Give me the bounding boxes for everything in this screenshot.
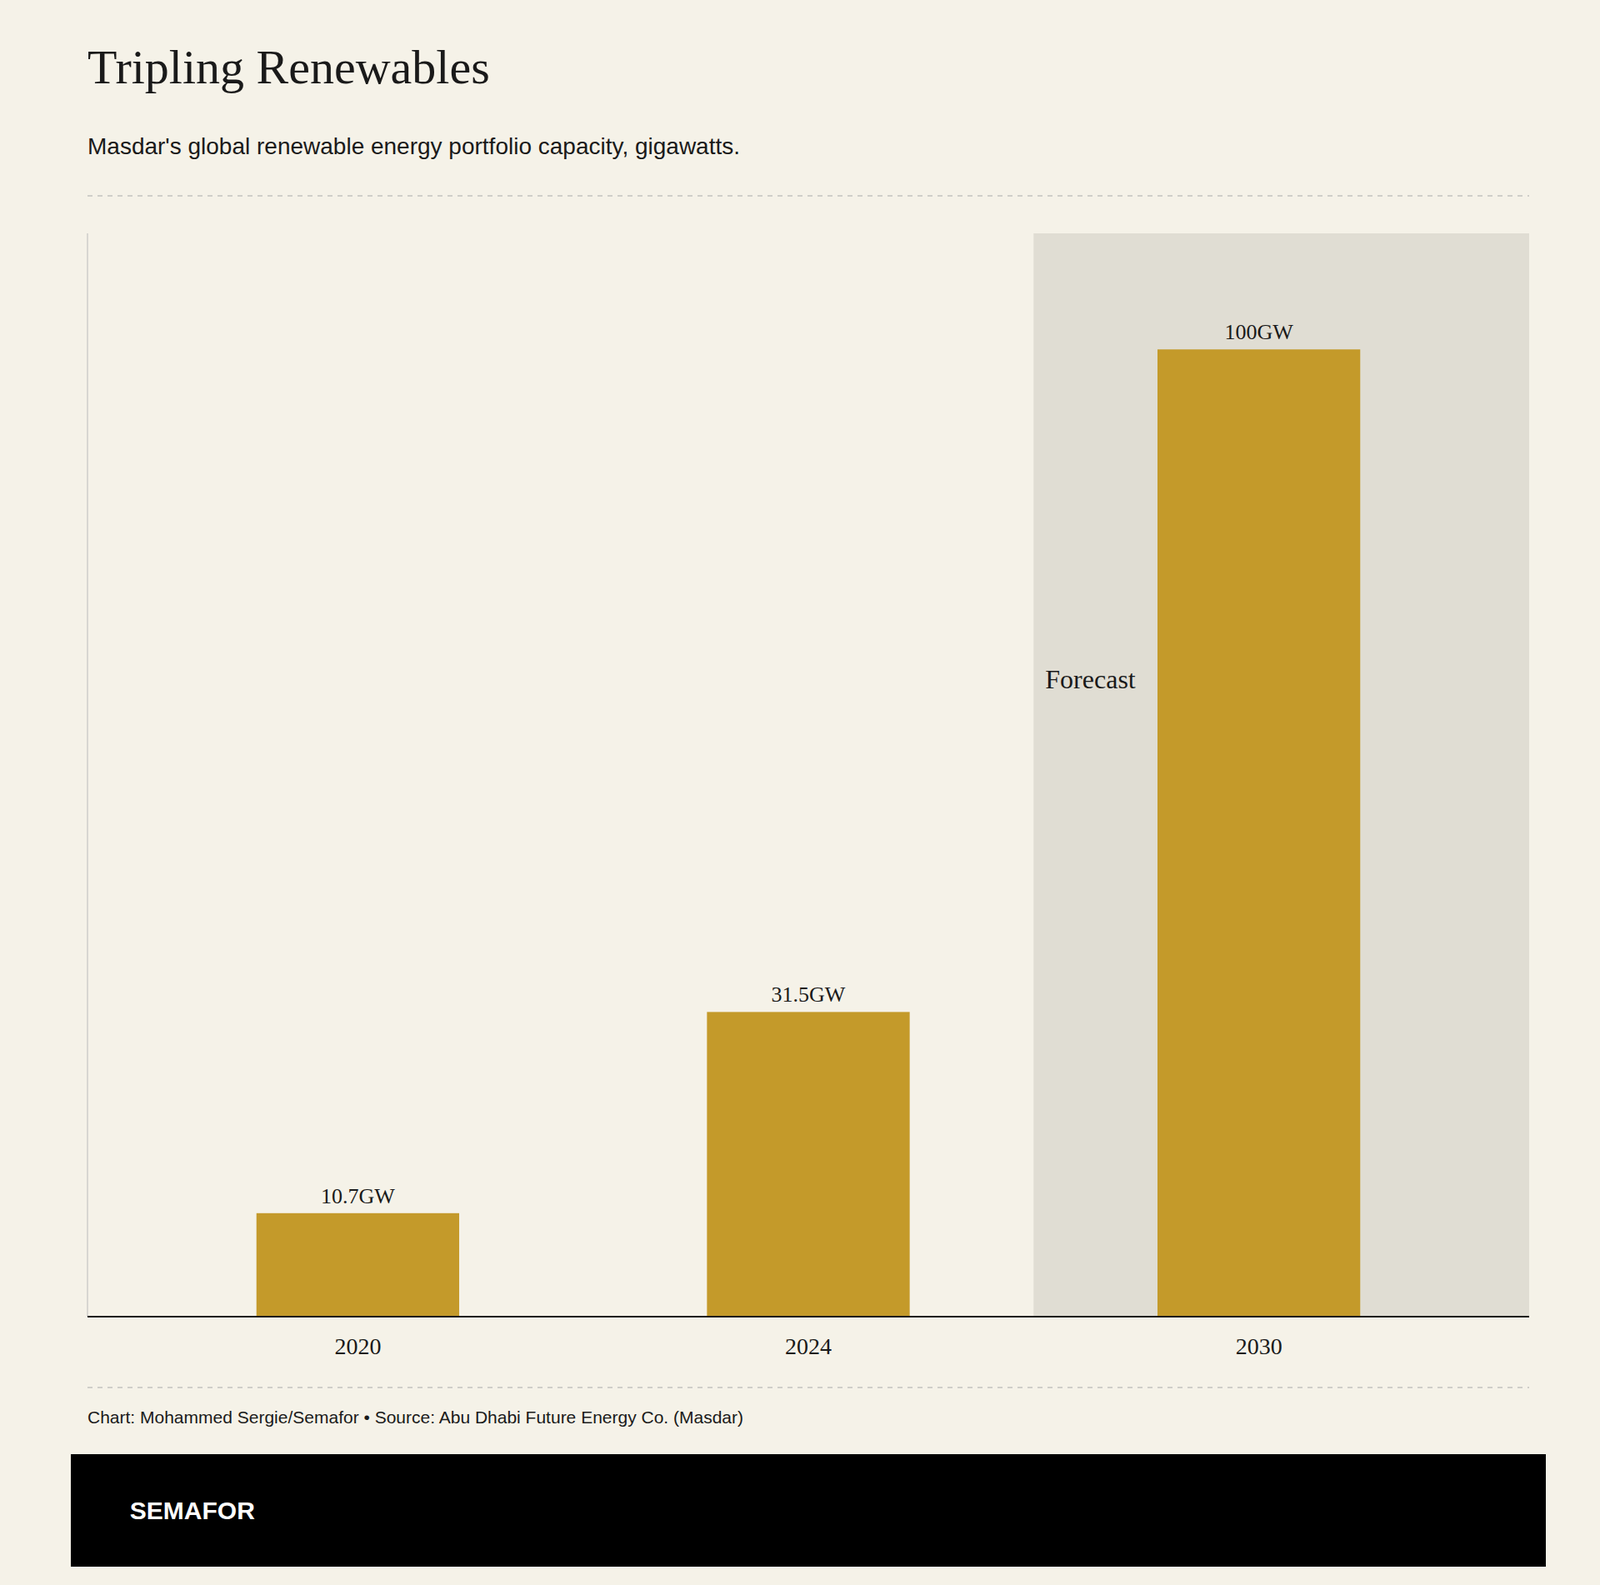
- bars: [256, 349, 1361, 1317]
- separator: [87, 1386, 1530, 1388]
- background: [0, 0, 1600, 1585]
- separator: [87, 195, 1530, 196]
- chart-container: Tripling Renewables Masdar's global renew…: [0, 0, 1600, 1585]
- bar: [256, 1213, 460, 1317]
- annotation: Forecast: [1045, 664, 1136, 695]
- x-axis-line: [87, 1315, 1530, 1318]
- y-axis-line: [87, 233, 89, 1317]
- x-tick-label: 2030: [1235, 1333, 1283, 1360]
- bar: [706, 1011, 910, 1317]
- brand: SEMAFOR: [130, 1496, 255, 1525]
- x-tick-label: 2020: [334, 1333, 381, 1360]
- subtitle: Masdar's global renewable energy portfol…: [87, 133, 740, 160]
- forecast-band: [1033, 233, 1530, 1317]
- brand-bar: [70, 1454, 1546, 1567]
- data-label: 31.5GW: [771, 982, 846, 1007]
- x-tick-label: 2024: [785, 1333, 832, 1360]
- source: Chart: Mohammed Sergie/Semafor • Source:…: [87, 1407, 744, 1427]
- data-label: 10.7GW: [320, 1184, 395, 1209]
- bar: [1157, 349, 1360, 1317]
- chart: Tripling Renewables Masdar's global renew…: [0, 0, 1600, 1585]
- data-label: 100GW: [1224, 320, 1294, 345]
- title: Tripling Renewables: [87, 40, 490, 95]
